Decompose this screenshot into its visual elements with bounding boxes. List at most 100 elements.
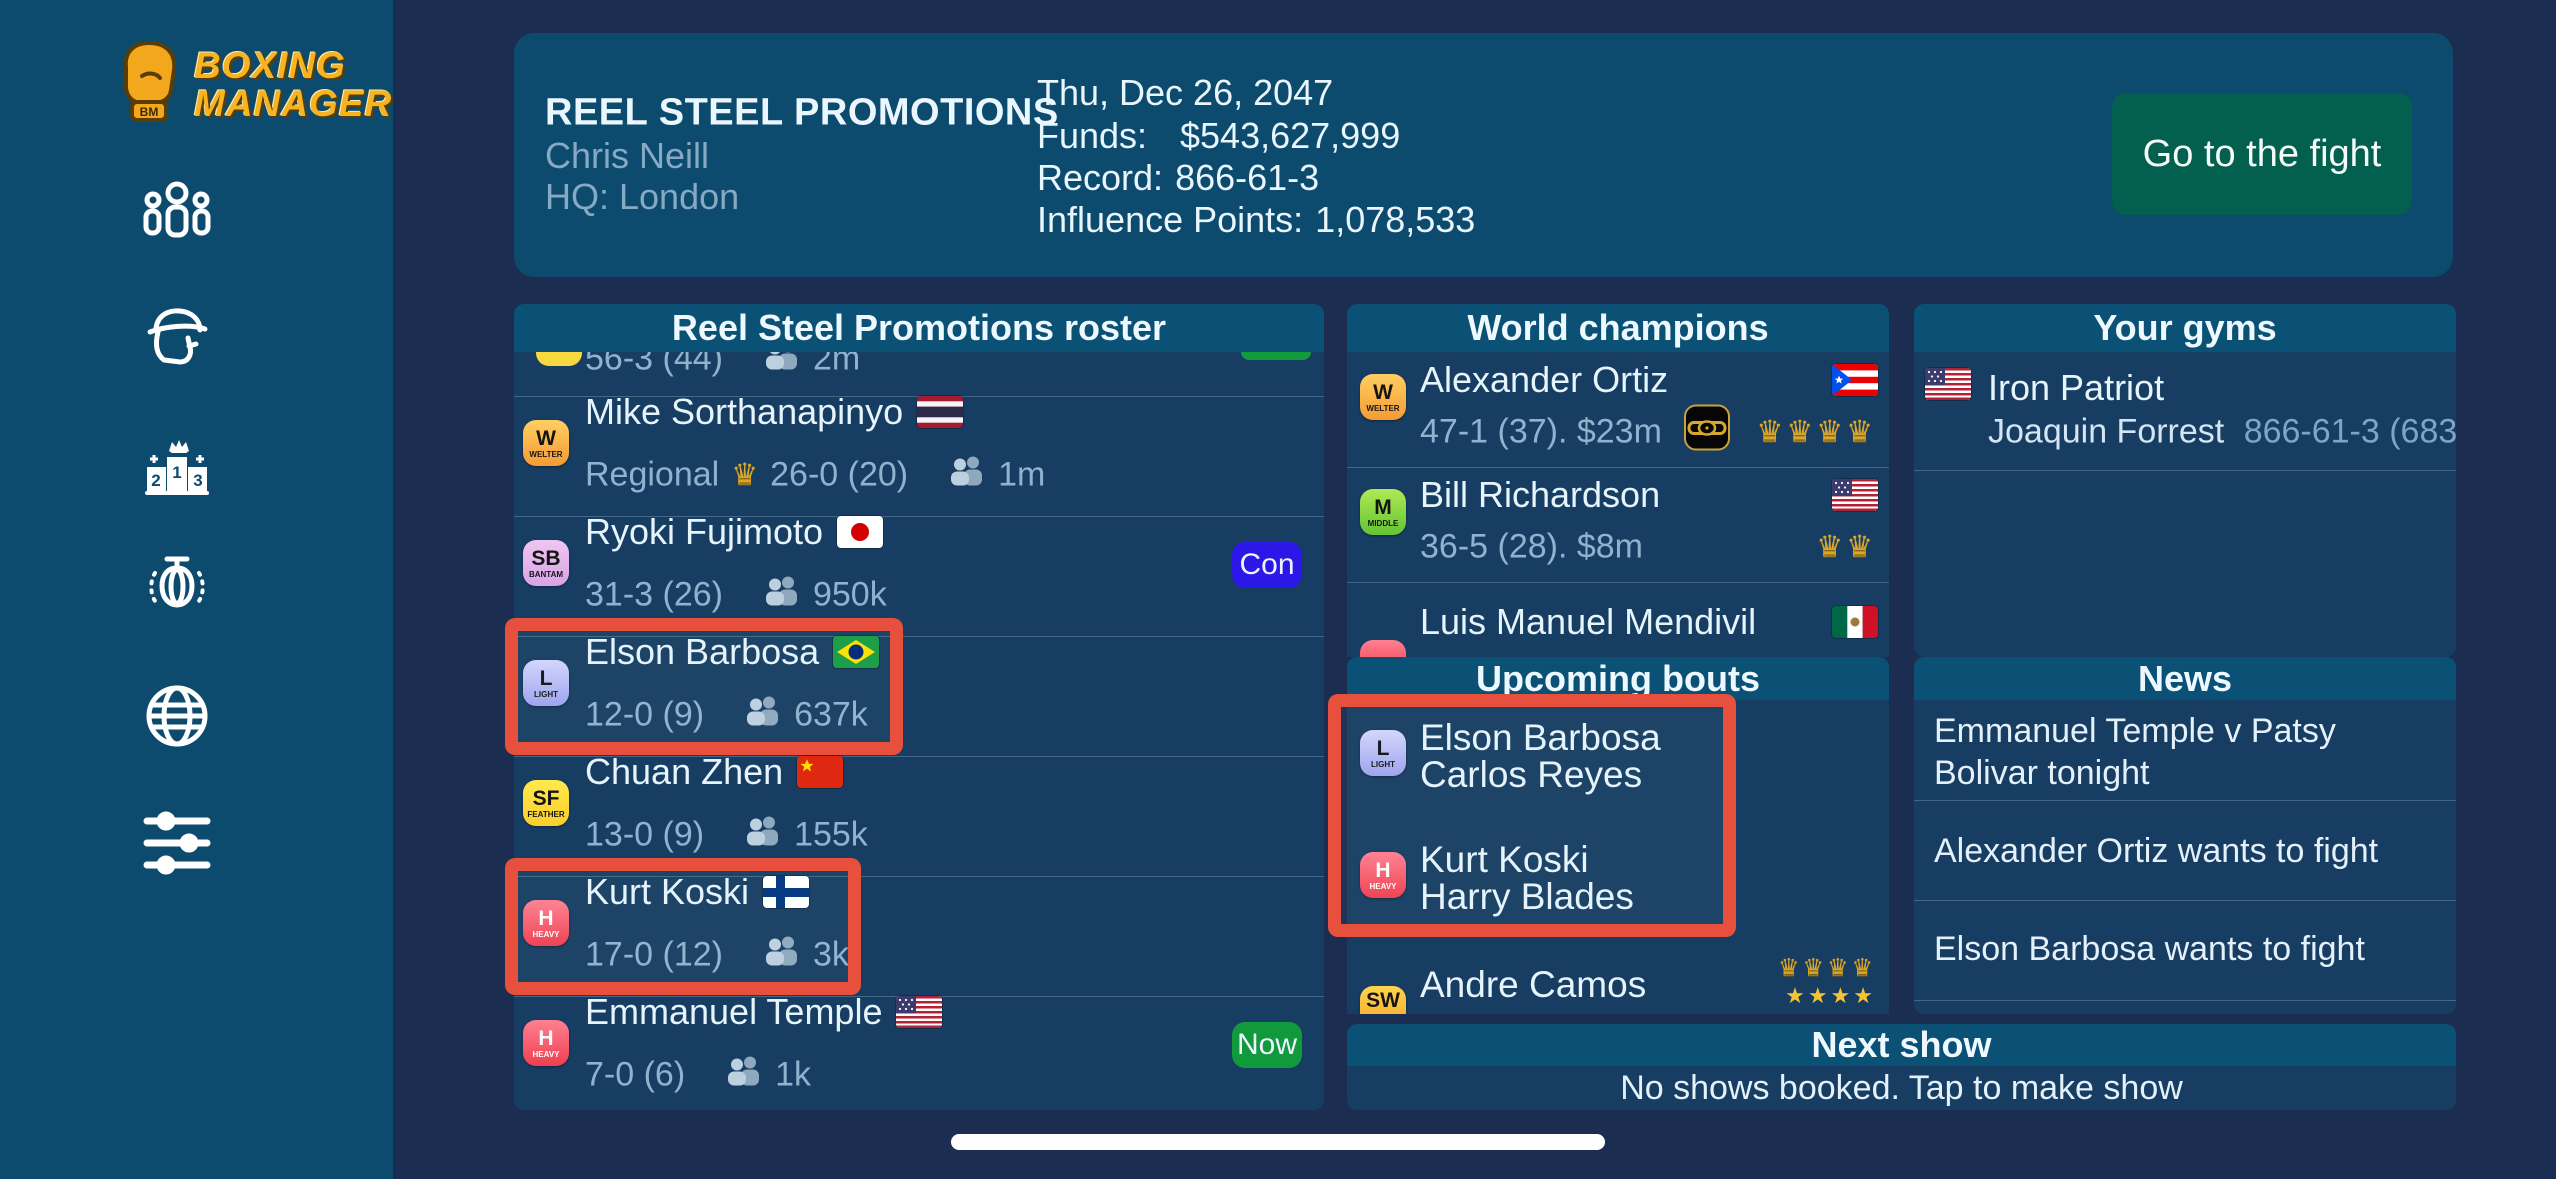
weight-label: WELTER: [1366, 403, 1400, 413]
flag-china-icon: [797, 756, 844, 788]
fighter-record: 26-0 (20): [770, 455, 909, 494]
world-champions-header: World champions: [1347, 304, 1889, 352]
sidebar-item-settings[interactable]: [117, 795, 237, 891]
bout-fighter1: Elson Barbosa: [1420, 717, 1661, 758]
weight-label: HEAVY: [532, 929, 560, 939]
title-belt-icon: [1683, 404, 1730, 460]
fighter-record: 17-0 (12): [585, 935, 723, 974]
fans-count: 155k: [794, 815, 868, 854]
fighter-record: 47-1 (37). $23m: [1420, 412, 1662, 451]
fans-icon: [763, 352, 801, 379]
news-item[interactable]: Emmanuel Temple v Patsy Bolivar tonight: [1934, 712, 2336, 792]
promotion-name: REEL STEEL PROMOTIONS: [545, 91, 1059, 134]
weight-letter: M: [1374, 495, 1392, 519]
weight-letter: L: [1376, 736, 1390, 760]
weight-badge-superwelter-partial: SW: [1360, 986, 1406, 1014]
weight-badge-feather: SF FEATHER: [523, 780, 569, 826]
weight-letter: W: [1373, 380, 1393, 404]
fighter-record: 31-3 (26): [585, 575, 723, 614]
weight-badge-middle: M MIDDLE: [1360, 489, 1406, 535]
news-item[interactable]: Elson Barbosa wants to fight: [1934, 930, 2365, 968]
next-show-panel[interactable]: No shows booked. Tap to make show: [1347, 1066, 2456, 1110]
weight-letter: W: [536, 426, 556, 450]
weight-letter: H: [538, 1026, 554, 1050]
sidebar-item-roster[interactable]: [117, 165, 237, 261]
svg-text:2: 2: [151, 471, 160, 490]
fighter-name: Emmanuel Temple: [585, 991, 883, 1032]
people-icon: [142, 179, 212, 247]
weight-badge-bantam: SB BANTAM: [523, 540, 569, 586]
weight-badge-light: L LIGHT: [1360, 730, 1406, 776]
weight-label: LIGHT: [1371, 759, 1395, 769]
go-to-fight-button[interactable]: Go to the fight: [2112, 93, 2412, 215]
sidebar-item-world[interactable]: [117, 668, 237, 764]
funds-line: Funds: $543,627,999: [1037, 115, 1400, 157]
next-show-header: Next show: [1347, 1024, 2456, 1066]
status-badge-partial: [1241, 352, 1311, 360]
upcoming-bouts-title: Upcoming bouts: [1476, 657, 1760, 699]
sidebar-item-fighters[interactable]: [117, 289, 237, 385]
record-value: 866-61-3: [1175, 157, 1320, 198]
news-panel: Emmanuel Temple v Patsy Bolivar tonight …: [1914, 700, 2456, 1014]
crown-icon: ♛: [731, 458, 759, 492]
bout-fighter2: Harry Blades: [1420, 876, 1634, 917]
world-champions-title: World champions: [1467, 307, 1769, 348]
manager-name: Chris Neill: [545, 135, 710, 176]
fans-icon: [763, 576, 801, 615]
boxing-glove-icon: BM: [112, 38, 186, 131]
flag-usa-icon: [1925, 368, 1971, 400]
record-line: Record: 866-61-3: [1037, 157, 1319, 199]
fighter-name: Mike Sorthanapinyo: [585, 391, 904, 432]
news-header: News: [1914, 657, 2456, 700]
game-date: Thu, Dec 26, 2047: [1037, 72, 1334, 113]
next-show-message: No shows booked. Tap to make show: [1620, 1068, 2183, 1107]
your-gyms-header: Your gyms: [1914, 304, 2456, 352]
roster-panel-header: Reel Steel Promotions roster: [514, 304, 1324, 352]
flag-finland-icon: [763, 876, 810, 908]
hq-location: HQ: London: [545, 176, 740, 217]
logo-line1: BOXING: [194, 44, 346, 86]
world-champions-panel: W WELTER Alexander Ortiz 47-1 (37). $23m…: [1347, 352, 1889, 657]
sidebar-item-rankings[interactable]: 2 1 3: [117, 416, 237, 512]
sidebar-item-training[interactable]: [117, 542, 237, 638]
flag-mexico-icon: [1832, 606, 1878, 638]
gym-record: 866-61-3 (683): [2243, 412, 2456, 451]
svg-text:3: 3: [193, 471, 202, 490]
world-title-crowns: ♛♛: [1816, 530, 1876, 564]
weight-letter: SB: [531, 546, 561, 570]
funds-label: Funds:: [1037, 115, 1148, 156]
svg-text:1: 1: [172, 463, 181, 482]
fighter-record: 12-0 (9): [585, 695, 705, 734]
regional-title: Regional: [585, 455, 720, 494]
news-item[interactable]: Alexander Ortiz wants to fight: [1934, 832, 2379, 870]
fans-icon: [763, 936, 801, 975]
fans-icon: [744, 816, 782, 855]
home-indicator[interactable]: [951, 1134, 1605, 1150]
weight-label: MIDDLE: [1367, 518, 1399, 528]
flag-puerto-rico-icon: [1832, 364, 1878, 396]
fighter-name: Alexander Ortiz: [1420, 359, 1669, 400]
weight-letter: SF: [532, 786, 560, 810]
stars-row: ★★★★: [1785, 983, 1876, 1008]
champion-name: Luis Manuel Mendivil: [1420, 601, 1756, 643]
logo-line2: MANAGER: [194, 82, 393, 124]
roster-row-partial[interactable]: 56-3 (44) 2m: [585, 352, 860, 379]
influence-label: Influence Points:: [1037, 199, 1304, 240]
upcoming-bouts-header: Upcoming bouts: [1347, 657, 1889, 700]
influence-value: 1,078,533: [1315, 199, 1476, 240]
fighter-name: Kurt Koski: [585, 871, 750, 912]
gym-trainer-line: Joaquin Forrest 866-61-3 (683): [1988, 413, 2456, 452]
fighter-name: Chuan Zhen: [585, 751, 784, 792]
weight-label: HEAVY: [1369, 881, 1397, 891]
sidebar: BM BOXING MANAGER 2 1 3: [0, 0, 393, 1179]
fans-count: 1m: [998, 455, 1046, 494]
weight-letter: H: [1375, 858, 1391, 882]
contender-badge: Con: [1232, 542, 1302, 588]
fans-icon: [744, 696, 782, 735]
app-logo[interactable]: BM BOXING MANAGER: [112, 38, 392, 131]
fighter-name: Luis Manuel Mendivil: [1420, 601, 1757, 642]
weight-badge-heavy: H HEAVY: [523, 900, 569, 946]
trainer-name: Joaquin Forrest: [1988, 412, 2225, 451]
weight-letter: H: [538, 906, 554, 930]
weight-badge-heavy: H HEAVY: [1360, 852, 1406, 898]
